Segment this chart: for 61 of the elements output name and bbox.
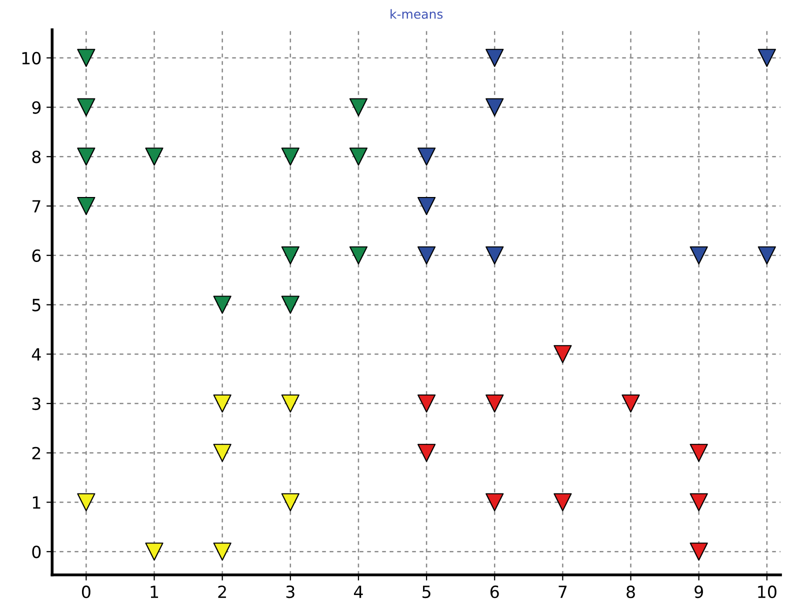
y-tick-label: 1	[32, 496, 40, 509]
point	[554, 345, 572, 364]
point	[281, 493, 300, 512]
point	[77, 48, 96, 67]
x-tick-label: 3	[286, 586, 294, 598]
x-tick-label: 5	[422, 586, 430, 598]
point	[758, 48, 776, 67]
y-tick-label: 2	[32, 446, 40, 460]
point	[690, 246, 708, 264]
point	[417, 444, 436, 462]
point	[213, 542, 232, 561]
point	[417, 394, 436, 413]
y-tick-label: 9	[32, 101, 41, 114]
y-tick-label: 8	[32, 150, 41, 164]
point	[417, 148, 436, 166]
point	[417, 246, 436, 264]
point	[349, 98, 368, 116]
x-tick-label: 10	[758, 586, 776, 598]
point	[486, 394, 504, 413]
y-tick-label: 4	[32, 348, 41, 360]
point	[486, 48, 504, 67]
y-tick-label: 10	[22, 52, 41, 64]
point	[690, 542, 708, 561]
x-tick-label: 2	[218, 586, 226, 598]
point	[77, 493, 96, 512]
point	[758, 246, 776, 264]
point	[281, 296, 300, 314]
point	[349, 148, 368, 166]
point	[486, 493, 504, 512]
x-tick-label: 4	[354, 586, 363, 598]
x-tick-label: 0	[82, 586, 90, 598]
x-tick-label: 7	[558, 586, 567, 598]
y-tick-label: 0	[32, 546, 41, 558]
y-tick-label: 3	[32, 397, 40, 410]
point	[622, 394, 640, 413]
point	[213, 444, 232, 462]
point	[77, 98, 96, 116]
point	[554, 493, 572, 512]
chart-title: k-means	[390, 9, 443, 19]
point	[690, 444, 708, 462]
point	[145, 148, 164, 166]
x-tick-label: 9	[694, 586, 703, 598]
point	[213, 394, 232, 413]
point	[690, 493, 708, 512]
point	[281, 148, 300, 166]
point	[281, 394, 300, 413]
x-tick-label: 8	[626, 586, 635, 598]
point	[77, 148, 96, 166]
point	[486, 98, 504, 116]
point	[486, 246, 504, 264]
y-tick-label: 5	[32, 298, 40, 312]
x-tick-label: 6	[490, 586, 499, 598]
point	[145, 542, 164, 561]
point	[213, 296, 232, 314]
point	[281, 246, 300, 264]
y-tick-label: 6	[32, 249, 41, 262]
point	[417, 196, 436, 216]
x-tick-label: 1	[150, 586, 158, 598]
point	[77, 196, 96, 216]
point	[349, 246, 368, 264]
y-tick-label: 7	[32, 200, 40, 212]
